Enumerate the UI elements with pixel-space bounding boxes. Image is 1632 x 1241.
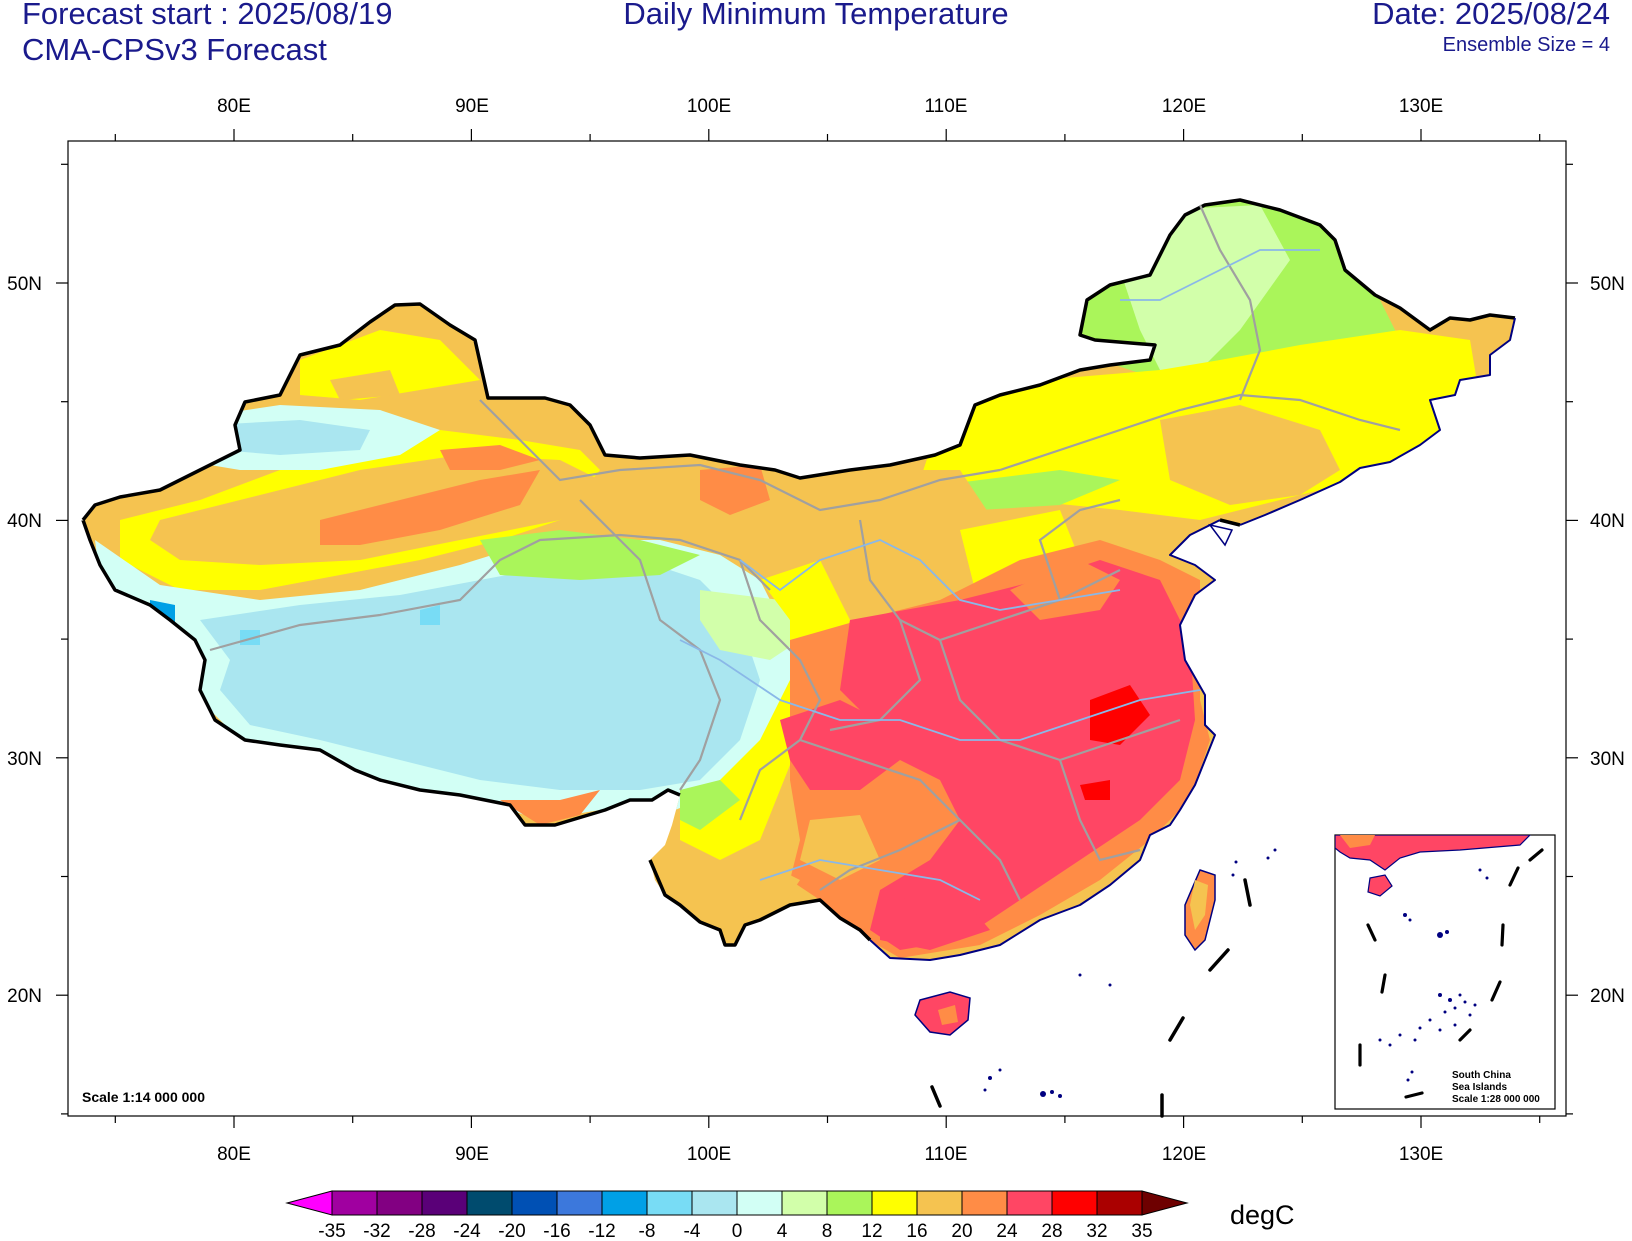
colorbar-tick-label: 16 xyxy=(906,1221,927,1241)
colorbar-box xyxy=(466,1190,513,1216)
lat-labels-right: 50N 40N 30N 20N xyxy=(1590,274,1625,1007)
colorbar-tick-label: -28 xyxy=(408,1221,435,1241)
colorbar-box xyxy=(1006,1190,1053,1216)
nine-dash-line xyxy=(930,878,1252,1118)
lon-label: 130E xyxy=(1399,1144,1443,1165)
rivers xyxy=(679,249,1320,901)
colorbar-box xyxy=(601,1190,648,1216)
lat-label: 20N xyxy=(1590,986,1625,1007)
lon-label: 110E xyxy=(925,96,968,117)
lat-label: 40N xyxy=(7,511,42,532)
colorbar-tick-label: 0 xyxy=(732,1221,743,1241)
colorbar-tick-label: -35 xyxy=(318,1221,345,1241)
lon-labels-bottom: 80E 90E 100E 110E 120E 130E xyxy=(217,1144,1443,1165)
taiwan-inner xyxy=(1190,880,1208,930)
colorbar-low-arrow xyxy=(285,1190,333,1216)
lon-label: 80E xyxy=(217,96,251,117)
colorbar-tick-label: -12 xyxy=(588,1221,615,1241)
colorbar-box xyxy=(871,1190,918,1216)
national-border xyxy=(81,198,1516,947)
colorbar-tick-label: -8 xyxy=(639,1221,656,1241)
colorbar-tick-label: 8 xyxy=(822,1221,833,1241)
colorbar-box xyxy=(376,1190,423,1216)
colorbar-tick-label: -32 xyxy=(363,1221,390,1241)
colorbar: -35 -32 -28 -24 -20 -16 -12 -8 -4 0 4 8 12 16 20 24 28 32… xyxy=(285,1190,1189,1241)
lon-label: 120E xyxy=(1162,96,1206,117)
colorbar-tick-label: -24 xyxy=(453,1221,481,1241)
colorbar-tick-label: 4 xyxy=(777,1221,788,1241)
south-china-sea-inset: South China Sea Islands Scale 1:28 000 0… xyxy=(1334,834,1556,1110)
colorbar-box xyxy=(961,1190,1008,1216)
colorbar-box xyxy=(1096,1190,1143,1216)
valid-date-label: Date: 2025/08/24 xyxy=(1372,0,1610,31)
colorbar-box xyxy=(736,1190,783,1216)
colorbar-tick-label: 12 xyxy=(861,1221,882,1241)
lat-label: 30N xyxy=(1590,749,1625,770)
coastal-detail xyxy=(1208,523,1234,547)
lon-label: 120E xyxy=(1162,1144,1206,1165)
lat-label: 50N xyxy=(1590,274,1625,295)
colorbar-tick-label: -16 xyxy=(543,1221,570,1241)
lon-label: 90E xyxy=(455,1144,489,1165)
lat-labels-left: 50N 40N 30N 20N xyxy=(7,274,42,1007)
ensemble-size-label: Ensemble Size = 4 xyxy=(1442,34,1610,56)
lon-label: 100E xyxy=(687,96,731,117)
colorbar-high-arrow xyxy=(1141,1190,1189,1216)
lon-label: 110E xyxy=(925,1144,968,1165)
colorbar-box xyxy=(646,1190,693,1216)
colorbar-box xyxy=(691,1190,738,1216)
colorbar-box xyxy=(916,1190,963,1216)
colorbar-box xyxy=(331,1190,378,1216)
colorbar-tick-label: 24 xyxy=(996,1221,1018,1241)
colorbar-tick-label: 20 xyxy=(951,1221,972,1241)
hainan-inner xyxy=(938,1005,958,1025)
colorbar-box xyxy=(421,1190,468,1216)
map-scale-label: Scale 1:14 000 000 xyxy=(82,1089,205,1105)
colorbar-box xyxy=(511,1190,558,1216)
lon-labels-top: 80E 90E 100E 110E 120E 130E xyxy=(217,96,1443,117)
inset-label-line2: Sea Islands xyxy=(1452,1082,1507,1093)
model-label: CMA-CPSv3 Forecast xyxy=(22,32,327,67)
lat-label: 20N xyxy=(7,986,42,1007)
colorbar-box xyxy=(1051,1190,1098,1216)
axis-ticks xyxy=(56,129,1578,1128)
forecast-start-label: Forecast start : 2025/08/19 xyxy=(22,0,393,31)
sea-islands xyxy=(983,848,1277,1098)
colorbar-unit: degC xyxy=(1230,1200,1295,1230)
lon-label: 80E xyxy=(217,1144,251,1165)
lon-label: 100E xyxy=(687,1144,731,1165)
lon-label: 90E xyxy=(455,96,489,117)
coastline xyxy=(869,317,1516,961)
colorbar-box xyxy=(781,1190,828,1216)
inset-label-line1: South China xyxy=(1452,1070,1511,1081)
colorbar-box xyxy=(556,1190,603,1216)
lon-label: 130E xyxy=(1399,96,1443,117)
colorbar-tick-label: 32 xyxy=(1086,1221,1107,1241)
colorbar-tick-label: 35 xyxy=(1131,1221,1152,1241)
map-title: Daily Minimum Temperature xyxy=(623,0,1009,31)
lat-label: 30N xyxy=(7,749,42,770)
lat-label: 50N xyxy=(7,274,42,295)
colorbar-tick-label: -20 xyxy=(498,1221,525,1241)
colorbar-tick-label: 28 xyxy=(1041,1221,1062,1241)
colorbar-box xyxy=(826,1190,873,1216)
lat-label: 40N xyxy=(1590,511,1625,532)
colorbar-tick-label: -4 xyxy=(684,1221,701,1241)
inset-scale-label: Scale 1:28 000 000 xyxy=(1452,1094,1540,1105)
